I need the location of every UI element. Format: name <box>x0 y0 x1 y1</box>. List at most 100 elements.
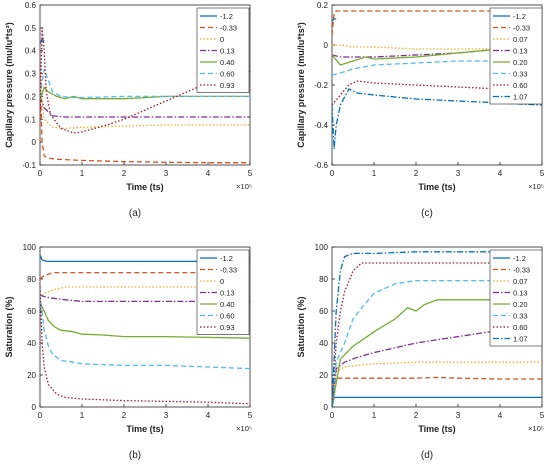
y-tick-label: 0.2 <box>317 1 329 10</box>
legend-label: -1.2 <box>220 254 233 263</box>
y-tick-label: -0.6 <box>314 161 328 170</box>
legend-label: -0.33 <box>513 266 530 275</box>
x-tick-label: 3 <box>164 169 169 178</box>
y-tick-label: 0.1 <box>25 115 37 124</box>
x-axis-label: Time (ts) <box>418 182 455 192</box>
x-tick-label: 1 <box>80 169 85 178</box>
legend-label: -0.33 <box>220 24 237 33</box>
legend-label: 1.07 <box>513 335 528 344</box>
chart-panel-2: 0 1 2 3 4 5 0 20 40 60 80 100 Time (ts) ×10⁵ Saturatio… <box>4 243 253 461</box>
y-tick-label: 40 <box>27 339 36 348</box>
series-line-0.40 <box>40 302 250 339</box>
x-tick-label: 2 <box>122 411 127 420</box>
x-tick-label: 4 <box>206 169 211 178</box>
series-line--1.2 <box>332 396 542 407</box>
legend <box>489 249 543 347</box>
x-tick-label: 5 <box>248 169 253 178</box>
legend-label: 0.40 <box>220 300 235 309</box>
legend-label: 0.33 <box>513 70 528 79</box>
legend-label: -0.33 <box>513 24 530 33</box>
y-tick-label: 0 <box>324 41 329 50</box>
legend-label: 0.20 <box>513 300 528 309</box>
legend-label: 0.60 <box>220 312 235 321</box>
x-tick-label: 0 <box>38 169 43 178</box>
panel-label: (c) <box>421 208 433 219</box>
y-tick-label: 0 <box>32 138 37 147</box>
y-tick-label: 0.4 <box>25 47 37 56</box>
legend-label: -1.2 <box>513 12 526 21</box>
y-axis-label: Capillary pressure (mu/lu*ts²) <box>4 22 14 148</box>
y-tick-label: 0.6 <box>25 1 37 10</box>
x-tick-label: 2 <box>414 411 419 420</box>
series-line-0.20 <box>332 46 542 66</box>
x-tick-label: 1 <box>372 169 377 178</box>
series-line-0.33 <box>332 279 542 407</box>
series-line-1.07 <box>332 251 542 407</box>
legend-label: 0.13 <box>513 289 528 298</box>
y-axis-label: Capillary pressure (mu/lu*ts²) <box>296 22 306 148</box>
x-tick-label: 5 <box>540 169 545 178</box>
legend-label: 0.93 <box>220 81 235 90</box>
series-line-0.20 <box>332 299 542 407</box>
y-tick-label: 60 <box>27 307 36 316</box>
y-tick-label: 100 <box>315 243 329 252</box>
series-line-1.07 <box>332 88 542 150</box>
x-tick-label: 1 <box>372 411 377 420</box>
x-exponent-label: ×10⁵ <box>236 182 252 191</box>
y-tick-label: 0.5 <box>25 24 37 33</box>
x-tick-label: 0 <box>38 411 43 420</box>
legend-label: 0.20 <box>513 58 528 67</box>
legend-label: 0.13 <box>220 289 235 298</box>
y-tick-label: 0.3 <box>25 70 37 79</box>
series-line--1.2 <box>40 38 45 45</box>
legend-label: 0.60 <box>513 81 528 90</box>
legend-label: 0.07 <box>513 277 528 286</box>
x-axis-label: Time (ts) <box>126 424 163 434</box>
legend-label: -1.2 <box>220 12 233 21</box>
legend-label: -1.2 <box>513 254 526 263</box>
y-tick-label: 0.2 <box>25 92 37 101</box>
y-tick-label: 0 <box>32 403 37 412</box>
x-tick-label: 0 <box>330 411 335 420</box>
x-tick-label: 3 <box>164 411 169 420</box>
y-tick-label: 20 <box>27 371 36 380</box>
series-line--0.33 <box>40 271 250 280</box>
x-axis-label: Time (ts) <box>126 182 163 192</box>
chart-panel-1: 0 1 2 3 4 5 -0.6 -0.4 -0.2 0 0.2 Time (ts) ×10⁵ Capil… <box>296 1 545 219</box>
series-line-0.93 <box>40 286 250 405</box>
x-tick-label: 4 <box>498 169 503 178</box>
x-tick-label: 1 <box>80 411 85 420</box>
series-line-0.40 <box>40 86 250 102</box>
x-tick-label: 0 <box>330 169 335 178</box>
series-line--0.33 <box>332 376 542 407</box>
y-axis-label: Saturation (%) <box>296 296 306 357</box>
legend-label: 0.40 <box>220 58 235 67</box>
x-tick-label: 3 <box>456 411 461 420</box>
series-line-0.13 <box>40 294 250 303</box>
legend-label: -0.33 <box>220 266 237 275</box>
y-axis-label: Saturation (%) <box>4 296 14 357</box>
legend-label: 0.93 <box>220 323 235 332</box>
y-tick-label: 100 <box>23 243 37 252</box>
panel-label: (d) <box>421 450 433 461</box>
x-axis-label: Time (ts) <box>418 424 455 434</box>
legend-label: 0 <box>220 35 224 44</box>
y-tick-label: -0.4 <box>314 121 328 130</box>
panel-label: (b) <box>129 450 141 461</box>
x-tick-label: 2 <box>414 169 419 178</box>
x-exponent-label: ×10⁵ <box>528 424 544 433</box>
chart-panel-3: 0 1 2 3 4 5 0 20 40 60 80 100 Time (ts) ×10⁵ Saturatio… <box>296 243 545 461</box>
x-tick-label: 5 <box>248 411 253 420</box>
series-line--0.33 <box>40 73 250 164</box>
y-tick-label: 0 <box>324 403 329 412</box>
y-tick-label: 80 <box>319 275 328 284</box>
legend-label: 0.60 <box>513 323 528 332</box>
series-line-0.60 <box>40 68 250 99</box>
x-tick-label: 4 <box>498 411 503 420</box>
legend-label: 0.13 <box>220 47 235 56</box>
legend-label: 0.13 <box>513 47 528 56</box>
x-tick-label: 3 <box>456 169 461 178</box>
y-tick-label: 80 <box>27 275 36 284</box>
